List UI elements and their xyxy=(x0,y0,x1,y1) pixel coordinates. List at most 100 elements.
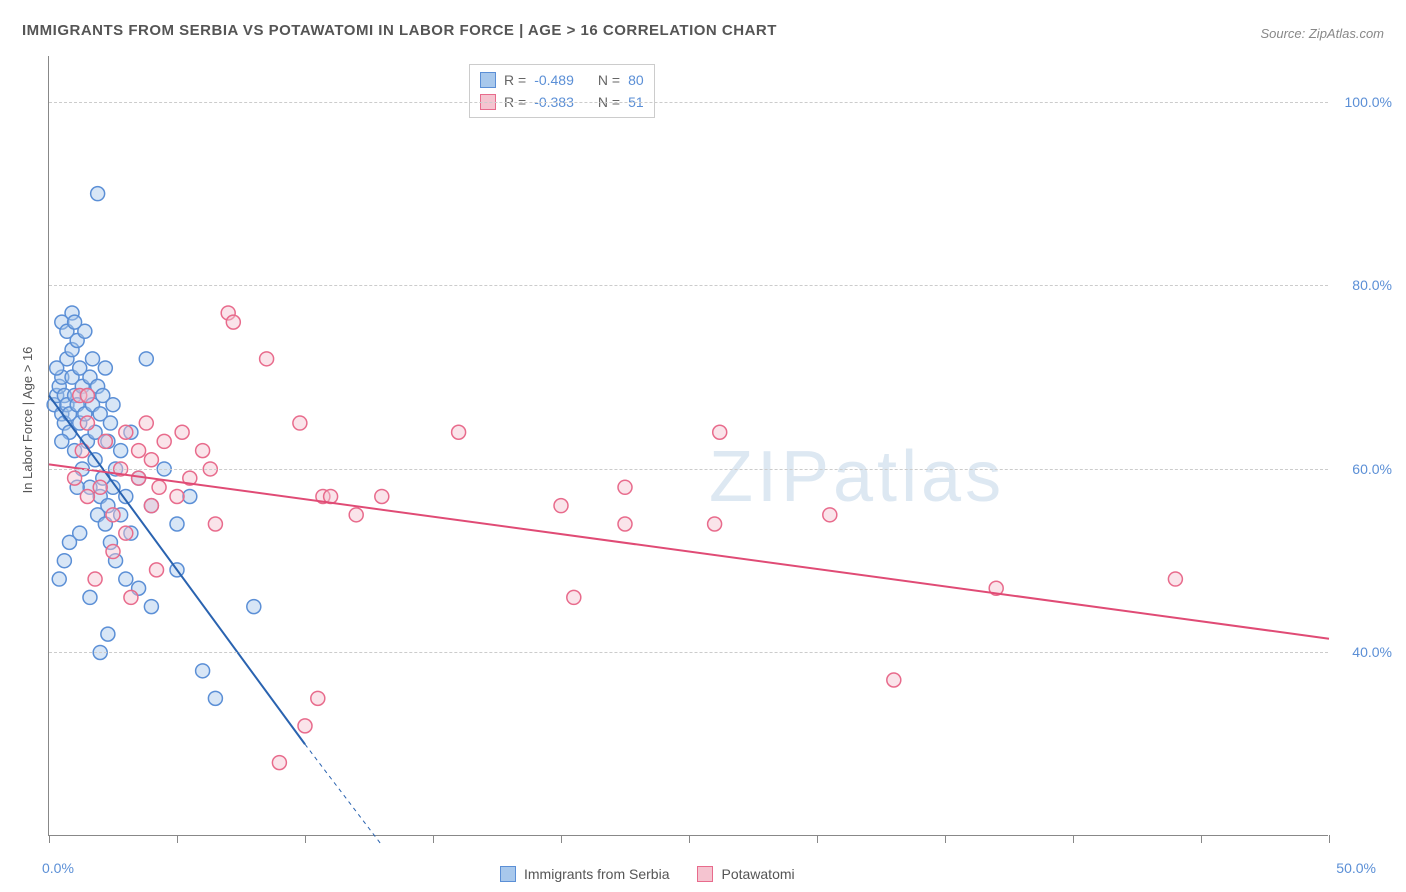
regression-line xyxy=(49,396,305,745)
y-tick-label: 40.0% xyxy=(1352,644,1392,660)
swatch-icon xyxy=(500,866,516,882)
data-point xyxy=(75,444,89,458)
data-point xyxy=(226,315,240,329)
bottom-legend: Immigrants from Serbia Potawatomi xyxy=(500,866,795,882)
data-point xyxy=(713,425,727,439)
legend-item-1: Potawatomi xyxy=(697,866,794,882)
data-point xyxy=(55,434,69,448)
data-point xyxy=(208,691,222,705)
data-point xyxy=(554,499,568,513)
data-point xyxy=(52,572,66,586)
x-tick-label-left: 0.0% xyxy=(42,860,74,876)
scatter-svg xyxy=(49,56,1328,835)
data-point xyxy=(106,545,120,559)
data-point xyxy=(62,535,76,549)
data-point xyxy=(119,526,133,540)
x-tick xyxy=(1073,835,1074,843)
data-point xyxy=(157,434,171,448)
legend-label-0: Immigrants from Serbia xyxy=(524,866,669,882)
chart-title: IMMIGRANTS FROM SERBIA VS POTAWATOMI IN … xyxy=(22,22,777,39)
data-point xyxy=(106,508,120,522)
source-label: Source: ZipAtlas.com xyxy=(1260,26,1384,41)
data-point xyxy=(68,315,82,329)
data-point xyxy=(247,600,261,614)
x-tick xyxy=(433,835,434,843)
data-point xyxy=(260,352,274,366)
regression-line-extrapolated xyxy=(305,744,382,845)
x-tick xyxy=(945,835,946,843)
y-tick-label: 80.0% xyxy=(1352,277,1392,293)
x-tick xyxy=(305,835,306,843)
data-point xyxy=(80,416,94,430)
data-point xyxy=(98,361,112,375)
data-point xyxy=(91,187,105,201)
data-point xyxy=(375,489,389,503)
data-point xyxy=(618,480,632,494)
data-point xyxy=(103,416,117,430)
data-point xyxy=(152,480,166,494)
data-point xyxy=(567,590,581,604)
legend-label-1: Potawatomi xyxy=(721,866,794,882)
data-point xyxy=(708,517,722,531)
x-tick xyxy=(817,835,818,843)
data-point xyxy=(208,517,222,531)
x-tick xyxy=(49,835,50,843)
data-point xyxy=(196,664,210,678)
plot-area: ZIPatlas R = -0.489 N = 80 R = -0.383 N … xyxy=(48,56,1328,836)
data-point xyxy=(887,673,901,687)
regression-line xyxy=(49,464,1329,638)
data-point xyxy=(106,398,120,412)
data-point xyxy=(293,416,307,430)
legend-item-0: Immigrants from Serbia xyxy=(500,866,669,882)
y-axis-label: In Labor Force | Age > 16 xyxy=(20,347,35,494)
data-point xyxy=(98,434,112,448)
data-point xyxy=(1168,572,1182,586)
x-tick xyxy=(177,835,178,843)
data-point xyxy=(298,719,312,733)
data-point xyxy=(144,600,158,614)
x-tick-label-right: 50.0% xyxy=(1336,860,1376,876)
data-point xyxy=(93,480,107,494)
y-tick-label: 100.0% xyxy=(1345,94,1392,110)
data-point xyxy=(86,352,100,366)
swatch-icon xyxy=(697,866,713,882)
data-point xyxy=(68,471,82,485)
x-tick xyxy=(1201,835,1202,843)
data-point xyxy=(150,563,164,577)
data-point xyxy=(823,508,837,522)
data-point xyxy=(80,489,94,503)
data-point xyxy=(139,352,153,366)
x-tick xyxy=(689,835,690,843)
data-point xyxy=(452,425,466,439)
data-point xyxy=(349,508,363,522)
data-point xyxy=(311,691,325,705)
gridline xyxy=(49,285,1328,286)
data-point xyxy=(57,554,71,568)
data-point xyxy=(124,590,138,604)
data-point xyxy=(114,444,128,458)
gridline xyxy=(49,469,1328,470)
data-point xyxy=(183,489,197,503)
data-point xyxy=(272,756,286,770)
data-point xyxy=(170,517,184,531)
data-point xyxy=(83,590,97,604)
data-point xyxy=(170,489,184,503)
data-point xyxy=(88,572,102,586)
gridline xyxy=(49,652,1328,653)
data-point xyxy=(144,453,158,467)
data-point xyxy=(80,389,94,403)
x-tick xyxy=(1329,835,1330,843)
x-tick xyxy=(561,835,562,843)
y-tick-label: 60.0% xyxy=(1352,461,1392,477)
data-point xyxy=(144,499,158,513)
data-point xyxy=(119,572,133,586)
data-point xyxy=(132,444,146,458)
gridline xyxy=(49,102,1328,103)
data-point xyxy=(139,416,153,430)
data-point xyxy=(196,444,210,458)
data-point xyxy=(101,627,115,641)
data-point xyxy=(50,361,64,375)
data-point xyxy=(119,425,133,439)
data-point xyxy=(175,425,189,439)
data-point xyxy=(618,517,632,531)
